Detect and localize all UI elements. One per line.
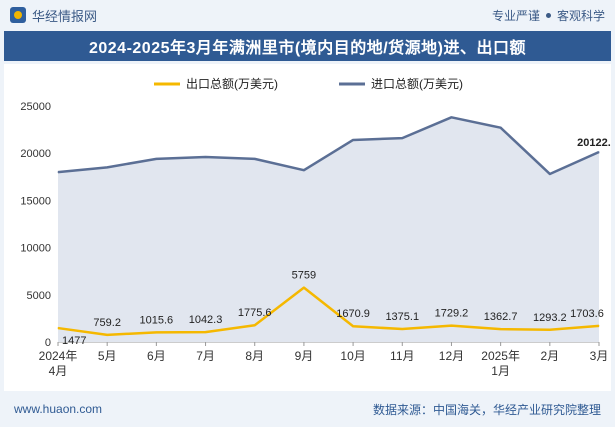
x-tick-label: 9月 xyxy=(295,349,314,363)
export-data-label: 1293.2 xyxy=(533,312,567,324)
import-point xyxy=(254,158,256,160)
website-link[interactable]: www.huaon.com xyxy=(14,402,103,416)
x-tick-label: 5月 xyxy=(98,349,117,363)
legend-label: 进口总额(万美元) xyxy=(371,77,463,91)
y-tick-label: 20000 xyxy=(20,148,51,160)
export-data-label: 1042.3 xyxy=(189,314,223,326)
top-bar: 华经情报网 专业严谨 客观科学 xyxy=(0,0,615,30)
export-data-label: 1362.7 xyxy=(484,311,518,323)
data-source: 数据来源：中国海关，华经产业研究院整理 xyxy=(372,402,601,417)
tagline: 专业严谨 客观科学 xyxy=(492,7,605,24)
export-data-label: 1729.2 xyxy=(435,308,469,320)
import-point xyxy=(155,158,157,160)
export-point xyxy=(106,334,108,336)
export-data-label: 1775.6 xyxy=(238,307,272,319)
export-point xyxy=(450,325,452,327)
export-point xyxy=(155,331,157,333)
x-tick-label: 8月 xyxy=(245,349,264,363)
brand-name: 华经情报网 xyxy=(32,8,98,24)
x-tick-label: 11月 xyxy=(390,349,414,363)
import-point xyxy=(450,116,452,118)
export-point xyxy=(352,325,354,327)
export-point xyxy=(598,325,600,327)
import-point xyxy=(205,156,207,158)
x-tick-label: 2025年 1月 xyxy=(481,349,520,378)
x-tick-label: 6月 xyxy=(147,349,166,363)
y-tick-label: 0 xyxy=(45,337,51,349)
import-point xyxy=(57,171,59,173)
export-point xyxy=(57,327,59,329)
x-tick-label: 10月 xyxy=(340,349,365,363)
export-data-label: 5759 xyxy=(292,270,316,282)
chart-title: 2024-2025年3月年满洲里市(境内目的地/货源地)进、出口额 xyxy=(4,31,611,61)
x-tick-label: 3月 xyxy=(590,349,609,363)
bullet-dot-icon xyxy=(545,12,551,18)
y-tick-label: 5000 xyxy=(27,290,51,302)
export-data-label: 1375.1 xyxy=(385,311,419,323)
footer: www.huaon.com 数据来源：中国海关，华经产业研究院整理 xyxy=(0,394,615,424)
line-chart: 0 5000 10000 15000 20000 25000 2024年 4月 5月 6月 7月 8月… xyxy=(20,77,615,378)
export-point xyxy=(303,287,305,289)
export-point xyxy=(254,324,256,326)
import-point xyxy=(598,151,600,153)
x-tick-label: 2024年 4月 xyxy=(39,349,78,378)
export-data-label: 759.2 xyxy=(93,317,121,329)
import-point xyxy=(303,169,305,171)
export-point xyxy=(401,328,403,330)
x-tick-label: 2月 xyxy=(540,349,559,363)
import-line xyxy=(57,116,600,176)
export-data-label: 1703.6 xyxy=(570,308,604,320)
export-data-label: 1015.6 xyxy=(140,314,174,326)
x-tick-label: 7月 xyxy=(196,349,215,363)
import-point xyxy=(106,166,108,168)
export-data-label: 1477 xyxy=(62,335,86,347)
import-point xyxy=(500,127,502,129)
import-data-label: 20122.7 xyxy=(577,137,611,149)
export-point xyxy=(549,329,551,331)
y-tick-label: 15000 xyxy=(20,195,51,207)
export-line xyxy=(57,286,600,337)
y-tick-label: 10000 xyxy=(20,243,51,255)
import-point xyxy=(401,137,403,139)
import-area xyxy=(58,117,599,342)
chart-area: 0 5000 10000 15000 20000 25000 2024年 4月 5月 6月 7月 8月… xyxy=(4,64,615,391)
legend-label: 出口总额(万美元) xyxy=(186,77,278,91)
y-tick-label: 25000 xyxy=(20,101,51,113)
x-tick-label: 12月 xyxy=(439,349,464,363)
brand: 华经情报网 xyxy=(10,6,97,25)
import-point xyxy=(352,139,354,141)
brand-logo-icon xyxy=(10,7,26,23)
tagline-right: 客观科学 xyxy=(556,8,605,23)
tagline-left: 专业严谨 xyxy=(491,8,540,23)
export-point xyxy=(500,328,502,330)
export-point xyxy=(205,331,207,333)
import-point xyxy=(549,173,551,175)
export-data-label: 1670.9 xyxy=(336,308,370,320)
